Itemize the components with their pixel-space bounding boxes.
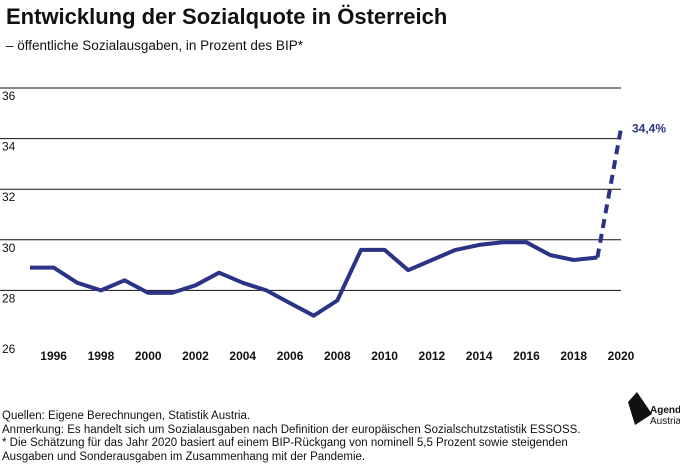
agenda-austria-logo-icon	[628, 392, 652, 425]
x-tick-label-2014: 2014	[466, 349, 493, 363]
annotations: 34,4%	[632, 121, 666, 135]
sources-note: Quellen: Eigene Berechnungen, Statistik …	[2, 410, 251, 422]
x-tick-label-2020: 2020	[608, 349, 635, 363]
x-tick-label-1998: 1998	[88, 349, 115, 363]
logo-line2: Austria	[650, 416, 680, 427]
line-chart: 26 28 30 32 34 36 1996 1998 2000 2002 2004 2006 200…	[0, 87, 666, 363]
chart-title: Entwicklung der Sozialquote in Österreic…	[6, 4, 448, 29]
logo-line1: Agenda	[650, 405, 680, 416]
y-tick-label-26: 26	[2, 342, 16, 356]
x-tick-label-2012: 2012	[419, 349, 446, 363]
series-line-estimate	[595, 128, 623, 258]
y-tick-label-36: 36	[2, 89, 16, 103]
x-tick-label-2004: 2004	[229, 349, 256, 363]
series-lines	[30, 128, 623, 318]
x-tick-label-2010: 2010	[371, 349, 398, 363]
y-tick-label-34: 34	[2, 140, 16, 154]
y-tick-label-32: 32	[2, 190, 16, 204]
y-axis-tick-labels: 26 28 30 32 34 36	[2, 89, 16, 356]
data-label-2020: 34,4%	[632, 121, 666, 135]
estimate-note-line1: * Die Schätzung für das Jahr 2020 basier…	[2, 437, 568, 449]
x-tick-label-1996: 1996	[40, 349, 67, 363]
x-tick-label-2018: 2018	[560, 349, 587, 363]
series-line-actual	[30, 240, 598, 318]
x-axis-tick-labels: 1996 1998 2000 2002 2004 2006 2008 2010 2012 2014…	[40, 349, 634, 363]
x-tick-label-2016: 2016	[513, 349, 540, 363]
x-tick-label-2006: 2006	[277, 349, 304, 363]
x-tick-label-2008: 2008	[324, 349, 351, 363]
y-tick-label-28: 28	[2, 291, 16, 305]
gridlines	[0, 87, 621, 291]
footer-notes: Quellen: Eigene Berechnungen, Statistik …	[2, 410, 602, 464]
method-note: Anmerkung: Es handelt sich um Sozialausg…	[2, 423, 581, 436]
estimate-note-line2: Ausgaben und Sonderausgaben im Zusammenh…	[2, 450, 366, 463]
chart-subtitle: – öffentliche Sozialausgaben, in Prozent…	[6, 38, 303, 53]
y-tick-label-30: 30	[2, 241, 16, 255]
x-tick-label-2000: 2000	[135, 349, 162, 363]
x-tick-label-2002: 2002	[182, 349, 209, 363]
logo-wordmark: Agenda Austria	[650, 405, 680, 427]
